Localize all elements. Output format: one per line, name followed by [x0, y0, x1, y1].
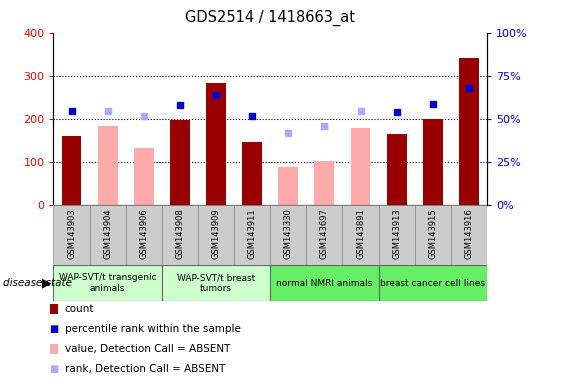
Text: GSM143908: GSM143908 — [176, 209, 185, 259]
Text: normal NMRI animals: normal NMRI animals — [276, 279, 373, 288]
Text: GSM143891: GSM143891 — [356, 209, 365, 259]
Bar — [415, 205, 451, 265]
Bar — [53, 265, 162, 301]
Text: WAP-SVT/t breast
tumors: WAP-SVT/t breast tumors — [177, 273, 255, 293]
Text: breast cancer cell lines: breast cancer cell lines — [380, 279, 485, 288]
Bar — [451, 205, 487, 265]
Bar — [378, 205, 415, 265]
Text: GSM143915: GSM143915 — [428, 209, 437, 259]
Bar — [459, 58, 479, 205]
Bar — [242, 142, 262, 205]
Bar — [50, 344, 58, 354]
Bar — [61, 136, 82, 205]
Text: ▶: ▶ — [42, 277, 52, 290]
Text: count: count — [65, 304, 94, 314]
Text: WAP-SVT/t transgenic
animals: WAP-SVT/t transgenic animals — [59, 273, 157, 293]
Bar — [351, 128, 370, 205]
Text: value, Detection Call = ABSENT: value, Detection Call = ABSENT — [65, 344, 230, 354]
Bar — [162, 205, 198, 265]
Text: GSM143903: GSM143903 — [67, 209, 76, 259]
Bar — [278, 167, 298, 205]
Bar — [90, 205, 126, 265]
Bar — [315, 161, 334, 205]
Text: GSM143911: GSM143911 — [248, 209, 257, 259]
Text: GSM143916: GSM143916 — [464, 209, 473, 259]
Bar — [342, 205, 378, 265]
Bar — [387, 134, 406, 205]
Text: GSM143904: GSM143904 — [103, 209, 112, 259]
Bar — [270, 265, 378, 301]
Bar — [170, 120, 190, 205]
Bar — [270, 205, 306, 265]
Text: percentile rank within the sample: percentile rank within the sample — [65, 324, 240, 334]
Text: GSM143913: GSM143913 — [392, 209, 401, 259]
Bar — [53, 205, 90, 265]
Bar — [306, 205, 342, 265]
Bar — [423, 119, 443, 205]
Text: GDS2514 / 1418663_at: GDS2514 / 1418663_at — [185, 10, 355, 26]
Bar — [234, 205, 270, 265]
Bar — [98, 126, 118, 205]
Text: ■: ■ — [50, 364, 59, 374]
Text: GSM143330: GSM143330 — [284, 209, 293, 260]
Text: GSM143909: GSM143909 — [212, 209, 221, 259]
Bar — [206, 83, 226, 205]
Text: GSM143697: GSM143697 — [320, 209, 329, 260]
Text: rank, Detection Call = ABSENT: rank, Detection Call = ABSENT — [65, 364, 225, 374]
Bar — [378, 265, 487, 301]
Bar — [162, 265, 270, 301]
Bar — [50, 304, 58, 314]
Bar — [134, 148, 154, 205]
Bar — [198, 205, 234, 265]
Bar — [126, 205, 162, 265]
Text: disease state: disease state — [3, 278, 72, 288]
Text: ■: ■ — [50, 324, 59, 334]
Text: GSM143906: GSM143906 — [139, 209, 148, 259]
